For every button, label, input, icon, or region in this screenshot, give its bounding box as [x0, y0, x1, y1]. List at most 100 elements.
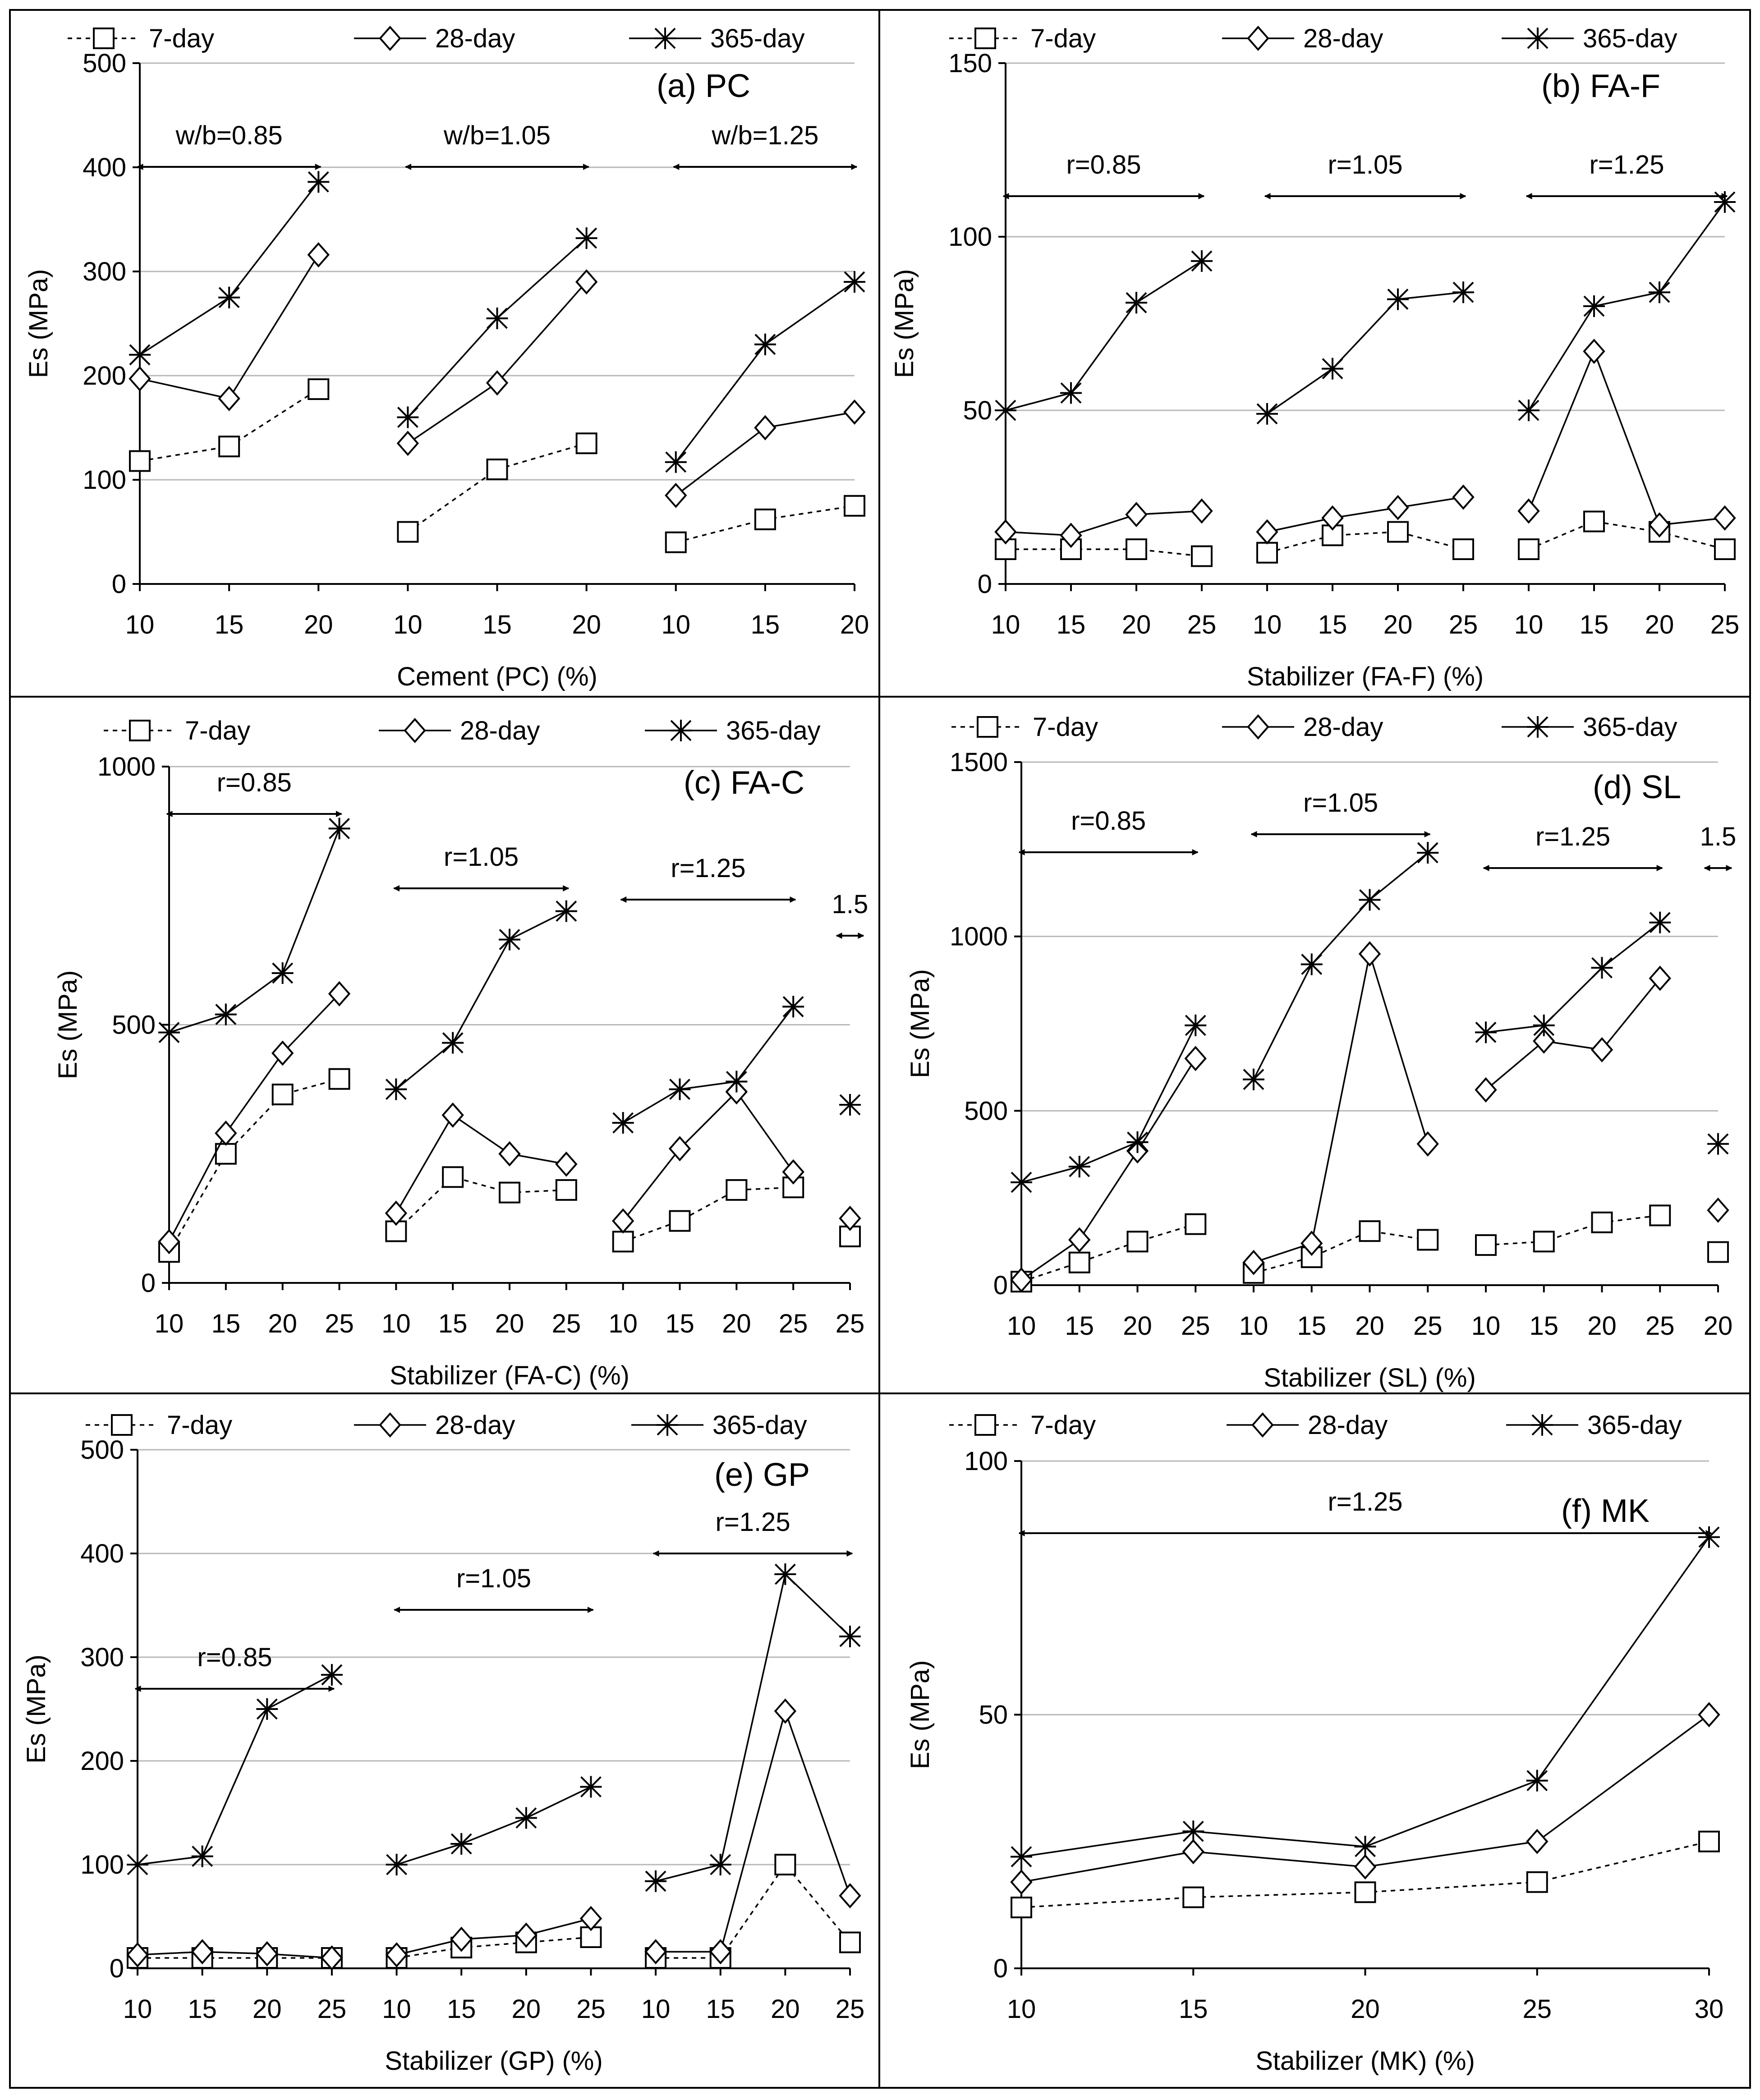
x-tick-label: 20 [1355, 1311, 1384, 1341]
x-tick-label: 25 [317, 1994, 347, 2024]
data-point-2 [754, 333, 776, 355]
data-point-2 [1533, 1014, 1555, 1036]
y-tick-label: 100 [80, 1850, 124, 1879]
group-range-label: r=1.05 [456, 1564, 531, 1593]
data-point-0 [1126, 538, 1147, 560]
legend-label-s7: 7-day [167, 1411, 232, 1440]
x-tick-label: 25 [1449, 610, 1478, 639]
data-point-1 [1583, 339, 1605, 364]
data-point-2 [450, 1833, 473, 1855]
data-point-2 [1649, 911, 1671, 933]
panel-label: (f) MK [1561, 1493, 1650, 1529]
x-tick-label: 10 [641, 1994, 671, 2024]
series-line-2 [1021, 1025, 1196, 1183]
x-tick-label: 20 [253, 1994, 282, 2024]
panel-f: 0 50 100 10 15 20 25 30 Stabilizer (MK) (%) Es (M… [878, 1392, 1751, 2089]
y-tick-label: 500 [83, 49, 126, 78]
x-tick-label: 20 [1587, 1311, 1617, 1341]
group-range-label: r=1.25 [671, 854, 745, 883]
group-range-label: r=1.05 [444, 842, 519, 872]
data-point-0 [1698, 1830, 1720, 1852]
series-line-2 [137, 1674, 332, 1866]
series-line-1 [1005, 510, 1202, 536]
data-point-0 [1518, 538, 1539, 560]
data-point-2 [709, 1854, 731, 1875]
legend-label-s7: 7-day [185, 716, 250, 745]
y-tick-label: 0 [993, 1954, 1008, 1983]
data-point-1 [579, 1906, 602, 1931]
y-tick-label: 150 [948, 49, 992, 78]
x-tick-label: 15 [483, 610, 512, 639]
data-point-1 [839, 1205, 861, 1231]
x-tick-label: 25 [552, 1309, 581, 1338]
panel-a: 0 100 200 300 400 500 10 15 20 10 15 20 10 15 20 Cement… [9, 9, 880, 698]
series-line-1 [168, 993, 340, 1242]
x-tick-label: 20 [1704, 1311, 1733, 1341]
data-point-0 [1354, 1881, 1376, 1903]
data-point-1 [129, 366, 151, 391]
legend-marker [111, 1414, 133, 1436]
data-point-0 [1475, 1234, 1497, 1256]
data-point-2 [1256, 403, 1278, 425]
data-point-0 [1126, 1231, 1149, 1253]
data-point-0 [665, 531, 687, 553]
data-point-1 [1452, 484, 1475, 510]
data-point-2 [575, 227, 597, 249]
legend-marker [1247, 714, 1269, 740]
group-range-label: 1.5 [1700, 822, 1737, 851]
data-point-1 [1649, 965, 1671, 991]
data-point-2 [191, 1845, 213, 1867]
data-point-0 [726, 1179, 748, 1201]
data-point-0 [308, 378, 330, 400]
y-tick-label: 300 [80, 1643, 124, 1672]
data-point-0 [1359, 1220, 1381, 1242]
series-line-2 [622, 1006, 794, 1124]
data-point-0 [1583, 510, 1605, 533]
data-point-1 [321, 1945, 343, 1971]
x-tick-label: 25 [1181, 1311, 1210, 1341]
data-point-1 [218, 386, 240, 411]
legend-label-s28: 28-day [1303, 712, 1383, 742]
legend-marker [379, 25, 401, 51]
y-tick-label: 0 [110, 1954, 124, 1983]
y-tick-label: 50 [979, 1700, 1008, 1730]
data-point-0 [1256, 542, 1278, 564]
legend-marker [974, 28, 996, 49]
y-tick-label: 200 [80, 1746, 124, 1776]
x-axis-label: Stabilizer (FA-F) (%) [1247, 662, 1484, 691]
series-line-0 [395, 1176, 566, 1232]
data-point-1 [754, 415, 777, 441]
legend-label-s365: 365-day [1587, 1411, 1682, 1440]
data-point-1 [668, 1136, 691, 1162]
data-point-1 [782, 1159, 804, 1185]
data-point-2 [218, 286, 240, 308]
data-point-1 [385, 1200, 407, 1226]
group-range-label: r=1.25 [1328, 1487, 1402, 1516]
data-point-2 [844, 271, 865, 293]
data-point-2 [1068, 1156, 1090, 1178]
x-tick-label: 15 [1065, 1311, 1094, 1341]
x-tick-label: 25 [1710, 610, 1740, 639]
data-point-0 [575, 432, 597, 455]
group-range-label: 1.5 [832, 890, 869, 919]
data-point-1 [256, 1941, 278, 1967]
data-point-1 [994, 519, 1017, 545]
series-line-0 [396, 1936, 591, 1959]
data-point-0 [442, 1166, 464, 1188]
x-tick-label: 20 [1351, 1994, 1380, 2024]
x-tick-label: 30 [1695, 1994, 1724, 2024]
data-point-2 [665, 451, 687, 473]
group-range-label: r=0.85 [197, 1643, 272, 1672]
x-tick-label: 15 [751, 610, 780, 639]
y-tick-label: 100 [83, 465, 126, 495]
x-tick-label: 10 [991, 610, 1020, 639]
data-point-1 [665, 482, 687, 508]
data-point-2 [1387, 288, 1409, 310]
x-tick-label: 25 [836, 1309, 865, 1338]
data-point-2 [726, 1071, 748, 1093]
data-point-2 [839, 1094, 861, 1116]
group-range-label: r=1.25 [716, 1507, 790, 1537]
data-point-2 [1475, 1021, 1497, 1043]
data-point-1 [1125, 501, 1148, 528]
